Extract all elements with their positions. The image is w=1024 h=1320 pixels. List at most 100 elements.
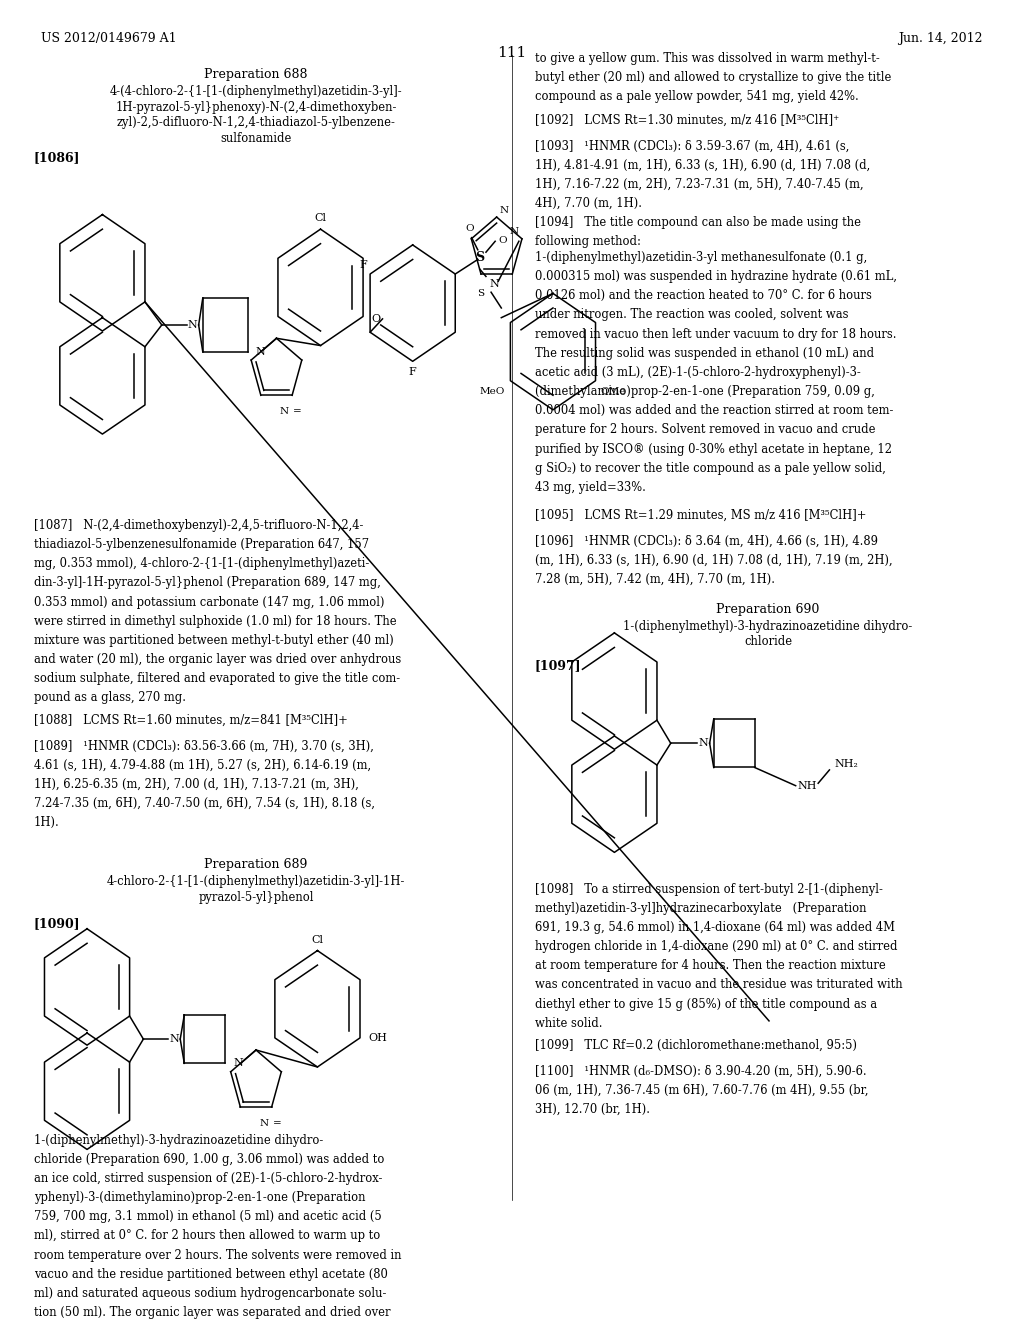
Text: butyl ether (20 ml) and allowed to crystallize to give the title: butyl ether (20 ml) and allowed to cryst… xyxy=(535,71,891,84)
Text: N: N xyxy=(259,1119,268,1129)
Text: 1-(diphenylmethyl)azetidin-3-yl methanesulfonate (0.1 g,: 1-(diphenylmethyl)azetidin-3-yl methanes… xyxy=(535,251,866,264)
Text: was concentrated in vacuo and the residue was triturated with: was concentrated in vacuo and the residu… xyxy=(535,978,902,991)
Text: NH₂: NH₂ xyxy=(835,759,858,768)
Text: to give a yellow gum. This was dissolved in warm methyl-t-: to give a yellow gum. This was dissolved… xyxy=(535,51,880,65)
Text: [1092]   LCMS Rt=1.30 minutes, m/z 416 [M³⁵ClH]⁺: [1092] LCMS Rt=1.30 minutes, m/z 416 [M³… xyxy=(535,114,839,127)
Text: 4.61 (s, 1H), 4.79-4.88 (m 1H), 5.27 (s, 2H), 6.14-6.19 (m,: 4.61 (s, 1H), 4.79-4.88 (m 1H), 5.27 (s,… xyxy=(34,759,371,772)
Text: 4H), 7.70 (m, 1H).: 4H), 7.70 (m, 1H). xyxy=(535,197,641,210)
Text: hydrogen chloride in 1,4-dioxane (290 ml) at 0° C. and stirred: hydrogen chloride in 1,4-dioxane (290 ml… xyxy=(535,940,897,953)
Text: [1089]   ¹HNMR (CDCl₃): δ3.56-3.66 (m, 7H), 3.70 (s, 3H),: [1089] ¹HNMR (CDCl₃): δ3.56-3.66 (m, 7H)… xyxy=(34,739,374,752)
Text: chloride: chloride xyxy=(744,635,792,648)
Text: =: = xyxy=(272,1119,282,1129)
Text: yphenyl)-3-(dimethylamino)prop-2-en-1-one (Preparation: yphenyl)-3-(dimethylamino)prop-2-en-1-on… xyxy=(34,1191,366,1204)
Text: N: N xyxy=(169,1034,179,1044)
Text: Preparation 689: Preparation 689 xyxy=(205,858,307,871)
Text: [1099]   TLC Rf=0.2 (dichloromethane:methanol, 95:5): [1099] TLC Rf=0.2 (dichloromethane:metha… xyxy=(535,1039,856,1052)
Text: [1090]: [1090] xyxy=(34,916,81,929)
Text: N: N xyxy=(255,347,265,356)
Text: Cl: Cl xyxy=(311,935,324,945)
Text: NH: NH xyxy=(798,780,817,791)
Text: [1100]   ¹HNMR (d₆-DMSO): δ 3.90-4.20 (m, 5H), 5.90-6.: [1100] ¹HNMR (d₆-DMSO): δ 3.90-4.20 (m, … xyxy=(535,1064,866,1077)
Text: 1H), 4.81-4.91 (m, 1H), 6.33 (s, 1H), 6.90 (d, 1H) 7.08 (d,: 1H), 4.81-4.91 (m, 1H), 6.33 (s, 1H), 6.… xyxy=(535,158,869,172)
Text: vacuo and the residue partitioned between ethyl acetate (80: vacuo and the residue partitioned betwee… xyxy=(34,1267,388,1280)
Text: O: O xyxy=(465,224,474,232)
Text: F: F xyxy=(409,367,417,378)
Text: 0.0126 mol) and the reaction heated to 70° C. for 6 hours: 0.0126 mol) and the reaction heated to 7… xyxy=(535,289,871,302)
Text: S: S xyxy=(477,289,484,297)
Text: =: = xyxy=(293,408,302,416)
Text: white solid.: white solid. xyxy=(535,1016,602,1030)
Text: pyrazol-5-yl}phenol: pyrazol-5-yl}phenol xyxy=(199,891,313,904)
Text: ml), stirred at 0° C. for 2 hours then allowed to warm up to: ml), stirred at 0° C. for 2 hours then a… xyxy=(34,1229,380,1242)
Text: N: N xyxy=(280,408,289,416)
Text: N: N xyxy=(489,279,499,289)
Text: 1-(diphenylmethyl)-3-hydrazinoazetidine dihydro-: 1-(diphenylmethyl)-3-hydrazinoazetidine … xyxy=(624,619,912,632)
Text: MeO: MeO xyxy=(480,387,505,396)
Text: removed in vacuo then left under vacuum to dry for 18 hours.: removed in vacuo then left under vacuum … xyxy=(535,327,896,341)
Text: [1096]   ¹HNMR (CDCl₃): δ 3.64 (m, 4H), 4.66 (s, 1H), 4.89: [1096] ¹HNMR (CDCl₃): δ 3.64 (m, 4H), 4.… xyxy=(535,535,878,548)
Text: 0.0004 mol) was added and the reaction stirred at room tem-: 0.0004 mol) was added and the reaction s… xyxy=(535,404,893,417)
Text: methyl)azetidin-3-yl]hydrazinecarboxylate   (Preparation: methyl)azetidin-3-yl]hydrazinecarboxylat… xyxy=(535,902,866,915)
Text: F: F xyxy=(359,260,367,271)
Text: and water (20 ml), the organic layer was dried over anhydrous: and water (20 ml), the organic layer was… xyxy=(34,653,401,667)
Text: following method:: following method: xyxy=(535,235,640,248)
Text: 0.000315 mol) was suspended in hydrazine hydrate (0.61 mL,: 0.000315 mol) was suspended in hydrazine… xyxy=(535,271,897,282)
Text: mixture was partitioned between methyl-t-butyl ether (40 ml): mixture was partitioned between methyl-t… xyxy=(34,634,393,647)
Text: S: S xyxy=(475,251,484,264)
Text: Cl: Cl xyxy=(314,213,327,223)
Text: (dimethylamino)prop-2-en-1-one (Preparation 759, 0.09 g,: (dimethylamino)prop-2-en-1-one (Preparat… xyxy=(535,385,874,399)
Text: N: N xyxy=(500,206,509,215)
Text: 7.28 (m, 5H), 7.42 (m, 4H), 7.70 (m, 1H).: 7.28 (m, 5H), 7.42 (m, 4H), 7.70 (m, 1H)… xyxy=(535,573,774,586)
Text: room temperature over 2 hours. The solvents were removed in: room temperature over 2 hours. The solve… xyxy=(34,1249,401,1262)
Text: [1095]   LCMS Rt=1.29 minutes, MS m/z 416 [M³⁵ClH]+: [1095] LCMS Rt=1.29 minutes, MS m/z 416 … xyxy=(535,510,866,523)
Text: Preparation 690: Preparation 690 xyxy=(717,603,819,615)
Text: O: O xyxy=(499,235,507,244)
Text: purified by ISCO® (using 0-30% ethyl acetate in heptane, 12: purified by ISCO® (using 0-30% ethyl ace… xyxy=(535,442,892,455)
Text: 1-(diphenylmethyl)-3-hydrazinoazetidine dihydro-: 1-(diphenylmethyl)-3-hydrazinoazetidine … xyxy=(34,1134,323,1147)
Text: 4-(4-chloro-2-{1-[1-(diphenylmethyl)azetidin-3-yl]-: 4-(4-chloro-2-{1-[1-(diphenylmethyl)azet… xyxy=(110,84,402,98)
Text: 1H-pyrazol-5-yl}phenoxy)-N-(2,4-dimethoxyben-: 1H-pyrazol-5-yl}phenoxy)-N-(2,4-dimethox… xyxy=(116,100,396,114)
Text: acetic acid (3 mL), (2E)-1-(5-chloro-2-hydroxyphenyl)-3-: acetic acid (3 mL), (2E)-1-(5-chloro-2-h… xyxy=(535,366,860,379)
Text: N: N xyxy=(187,319,198,330)
Text: 1H), 6.25-6.35 (m, 2H), 7.00 (d, 1H), 7.13-7.21 (m, 3H),: 1H), 6.25-6.35 (m, 2H), 7.00 (d, 1H), 7.… xyxy=(34,777,358,791)
Text: 1H), 7.16-7.22 (m, 2H), 7.23-7.31 (m, 5H), 7.40-7.45 (m,: 1H), 7.16-7.22 (m, 2H), 7.23-7.31 (m, 5H… xyxy=(535,178,863,191)
Text: Preparation 688: Preparation 688 xyxy=(204,67,308,81)
Text: [1087]   N-(2,4-dimethoxybenzyl)-2,4,5-trifluoro-N-1,2,4-: [1087] N-(2,4-dimethoxybenzyl)-2,4,5-tri… xyxy=(34,519,364,532)
Text: 06 (m, 1H), 7.36-7.45 (m 6H), 7.60-7.76 (m 4H), 9.55 (br,: 06 (m, 1H), 7.36-7.45 (m 6H), 7.60-7.76 … xyxy=(535,1084,868,1097)
Text: under nitrogen. The reaction was cooled, solvent was: under nitrogen. The reaction was cooled,… xyxy=(535,309,848,322)
Text: 4-chloro-2-{1-[1-(diphenylmethyl)azetidin-3-yl]-1H-: 4-chloro-2-{1-[1-(diphenylmethyl)azetidi… xyxy=(106,875,406,888)
Text: [1093]   ¹HNMR (CDCl₃): δ 3.59-3.67 (m, 4H), 4.61 (s,: [1093] ¹HNMR (CDCl₃): δ 3.59-3.67 (m, 4H… xyxy=(535,140,849,152)
Text: [1098]   To a stirred suspension of tert-butyl 2-[1-(diphenyl-: [1098] To a stirred suspension of tert-b… xyxy=(535,883,883,896)
Text: compound as a pale yellow powder, 541 mg, yield 42%.: compound as a pale yellow powder, 541 mg… xyxy=(535,91,858,103)
Text: 759, 700 mg, 3.1 mmol) in ethanol (5 ml) and acetic acid (5: 759, 700 mg, 3.1 mmol) in ethanol (5 ml)… xyxy=(34,1210,382,1224)
Text: 1H).: 1H). xyxy=(34,816,59,829)
Text: US 2012/0149679 A1: US 2012/0149679 A1 xyxy=(41,32,176,45)
Text: zyl)-2,5-difluoro-N-1,2,4-thiadiazol-5-ylbenzene-: zyl)-2,5-difluoro-N-1,2,4-thiadiazol-5-y… xyxy=(117,116,395,129)
Text: chloride (Preparation 690, 1.00 g, 3.06 mmol) was added to: chloride (Preparation 690, 1.00 g, 3.06 … xyxy=(34,1152,384,1166)
Text: OMe: OMe xyxy=(601,387,626,396)
Text: 43 mg, yield=33%.: 43 mg, yield=33%. xyxy=(535,480,645,494)
Text: OH: OH xyxy=(369,1032,387,1043)
Text: were stirred in dimethyl sulphoxide (1.0 ml) for 18 hours. The: were stirred in dimethyl sulphoxide (1.0… xyxy=(34,615,396,628)
Text: 3H), 12.70 (br, 1H).: 3H), 12.70 (br, 1H). xyxy=(535,1104,649,1115)
Text: an ice cold, stirred suspension of (2E)-1-(5-chloro-2-hydrox-: an ice cold, stirred suspension of (2E)-… xyxy=(34,1172,382,1185)
Text: [1094]   The title compound can also be made using the: [1094] The title compound can also be ma… xyxy=(535,216,860,228)
Text: N: N xyxy=(233,1059,244,1068)
Text: [1086]: [1086] xyxy=(34,152,80,165)
Text: [1097]: [1097] xyxy=(535,660,582,673)
Text: 691, 19.3 g, 54.6 mmol) in 1,4-dioxane (64 ml) was added 4M: 691, 19.3 g, 54.6 mmol) in 1,4-dioxane (… xyxy=(535,921,895,935)
Text: din-3-yl]-1H-pyrazol-5-yl}phenol (Preparation 689, 147 mg,: din-3-yl]-1H-pyrazol-5-yl}phenol (Prepar… xyxy=(34,577,381,590)
Text: g SiO₂) to recover the title compound as a pale yellow solid,: g SiO₂) to recover the title compound as… xyxy=(535,462,886,475)
Text: The resulting solid was suspended in ethanol (10 mL) and: The resulting solid was suspended in eth… xyxy=(535,347,873,360)
Text: thiadiazol-5-ylbenzenesulfonamide (Preparation 647, 157: thiadiazol-5-ylbenzenesulfonamide (Prepa… xyxy=(34,539,369,550)
Text: 0.353 mmol) and potassium carbonate (147 mg, 1.06 mmol): 0.353 mmol) and potassium carbonate (147… xyxy=(34,595,384,609)
Text: ml) and saturated aqueous sodium hydrogencarbonate solu-: ml) and saturated aqueous sodium hydroge… xyxy=(34,1287,386,1300)
Text: (m, 1H), 6.33 (s, 1H), 6.90 (d, 1H) 7.08 (d, 1H), 7.19 (m, 2H),: (m, 1H), 6.33 (s, 1H), 6.90 (d, 1H) 7.08… xyxy=(535,554,892,566)
Text: sodium sulphate, filtered and evaporated to give the title com-: sodium sulphate, filtered and evaporated… xyxy=(34,672,400,685)
Text: 111: 111 xyxy=(498,46,526,61)
Text: perature for 2 hours. Solvent removed in vacuo and crude: perature for 2 hours. Solvent removed in… xyxy=(535,424,876,437)
Text: at room temperature for 4 hours. Then the reaction mixture: at room temperature for 4 hours. Then th… xyxy=(535,960,886,973)
Text: Jun. 14, 2012: Jun. 14, 2012 xyxy=(898,32,983,45)
Text: tion (50 ml). The organic layer was separated and dried over: tion (50 ml). The organic layer was sepa… xyxy=(34,1305,390,1319)
Text: mg, 0.353 mmol), 4-chloro-2-{1-[1-(diphenylmethyl)azeti-: mg, 0.353 mmol), 4-chloro-2-{1-[1-(diphe… xyxy=(34,557,369,570)
